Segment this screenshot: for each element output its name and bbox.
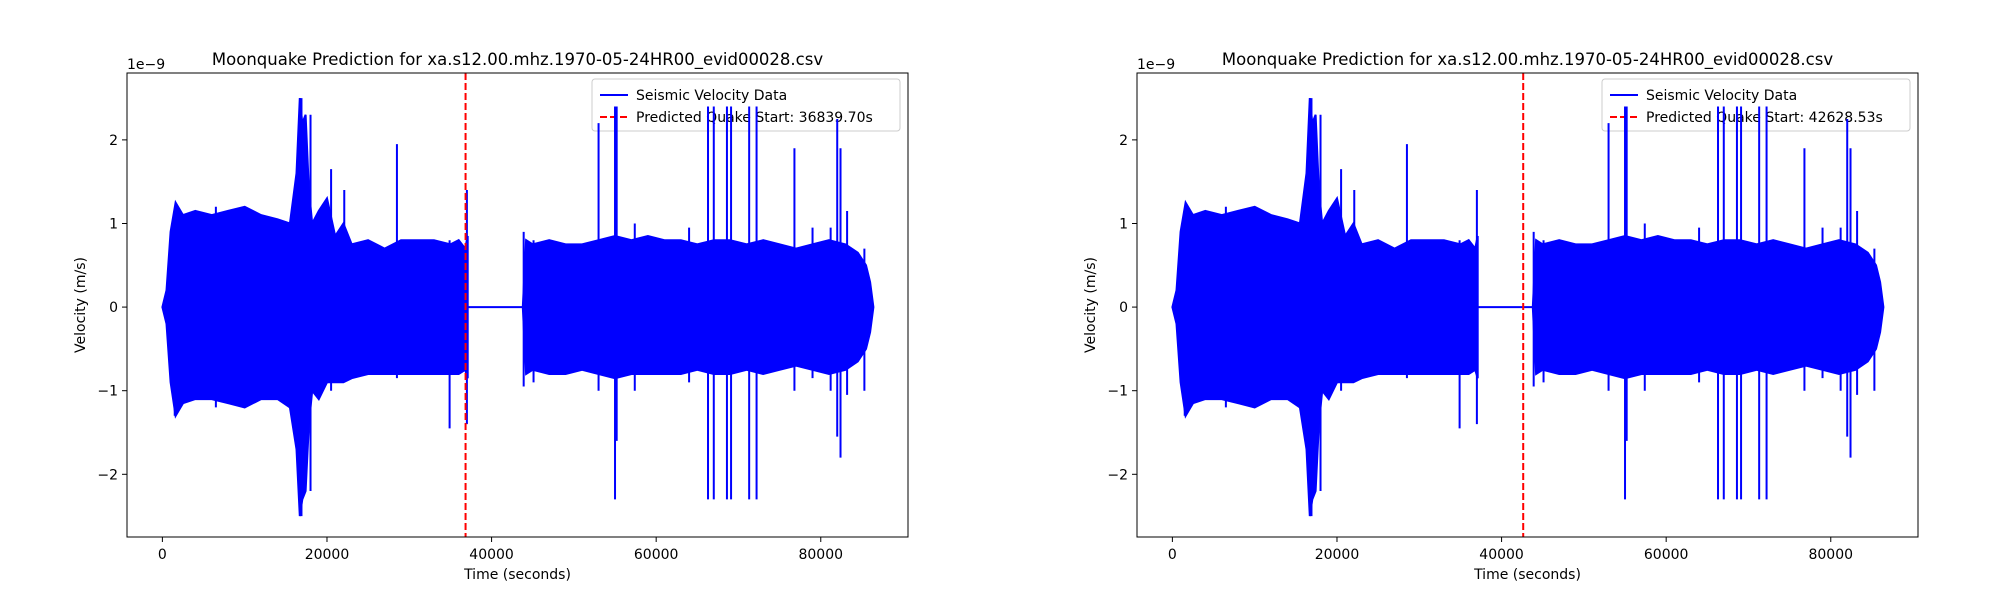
y-axis-label: Velocity (m/s): [73, 257, 89, 353]
x-tick-label: 20000: [305, 547, 350, 563]
x-tick-label: 80000: [1808, 547, 1853, 563]
y-tick-label: 2: [109, 133, 118, 149]
legend-label-prediction: Predicted Quake Start: 36839.70s: [636, 110, 873, 126]
y-scale-offset: 1e−9: [127, 57, 165, 73]
x-axis-label: Time (seconds): [463, 567, 571, 583]
plot-area: [161, 98, 875, 517]
chart-left: Moonquake Prediction for xa.s12.00.mhz.1…: [73, 50, 909, 583]
y-tick-label: 0: [109, 300, 118, 316]
x-axis-label: Time (seconds): [1473, 567, 1581, 583]
legend-box: [1601, 78, 1911, 132]
y-tick-label: −1: [97, 384, 118, 400]
x-tick-label: 80000: [798, 547, 843, 563]
x-tick-label: 40000: [469, 547, 514, 563]
x-tick-label: 0: [1168, 547, 1177, 563]
y-tick-label: −2: [1107, 467, 1128, 483]
chart-title: Moonquake Prediction for xa.s12.00.mhz.1…: [1222, 50, 1833, 70]
chart-right: Moonquake Prediction for xa.s12.00.mhz.1…: [1083, 50, 1919, 583]
y-tick-label: 2: [1119, 133, 1128, 149]
x-tick-label: 60000: [634, 547, 679, 563]
legend: Seismic Velocity Data Predicted Quake St…: [1601, 78, 1911, 132]
chart-title: Moonquake Prediction for xa.s12.00.mhz.1…: [212, 50, 823, 70]
y-tick-label: −1: [1107, 384, 1128, 400]
x-tick-label: 40000: [1479, 547, 1524, 563]
y-axis-label: Velocity (m/s): [1083, 257, 1099, 353]
waveform-envelope-2: [1531, 234, 1885, 380]
y-tick-label: −2: [97, 467, 118, 483]
y-tick-label: 0: [1119, 300, 1128, 316]
waveform-envelope-2: [521, 234, 875, 380]
y-tick-label: 1: [1119, 216, 1128, 232]
x-tick-label: 60000: [1644, 547, 1689, 563]
axes-frame: [1136, 72, 1919, 538]
plot-area: [1171, 98, 1885, 517]
legend-label-seismic: Seismic Velocity Data: [1646, 88, 1797, 104]
y-tick-label: 1: [109, 216, 118, 232]
legend-box: [591, 78, 901, 132]
x-tick-label: 20000: [1315, 547, 1360, 563]
legend-label-prediction: Predicted Quake Start: 42628.53s: [1646, 110, 1883, 126]
axes-frame: [126, 72, 909, 538]
x-tick-label: 0: [158, 547, 167, 563]
legend-label-seismic: Seismic Velocity Data: [636, 88, 787, 104]
legend: Seismic Velocity Data Predicted Quake St…: [591, 78, 901, 132]
y-scale-offset: 1e−9: [1137, 57, 1175, 73]
